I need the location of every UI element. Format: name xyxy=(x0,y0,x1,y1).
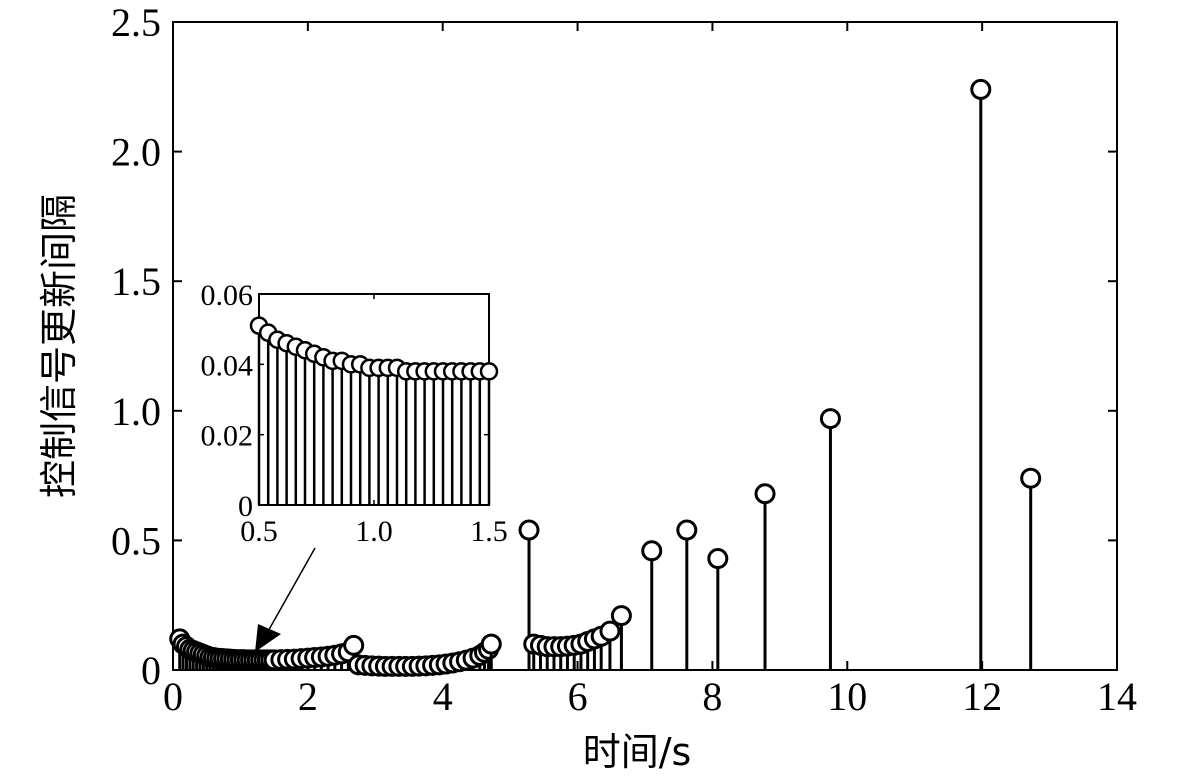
stem-marker xyxy=(610,605,632,627)
inset-y-tick-label: 0.02 xyxy=(201,420,254,453)
stem-marker xyxy=(707,548,729,570)
y-tick-label: 1.0 xyxy=(111,389,161,434)
stem-marker xyxy=(1020,467,1042,489)
x-tick-label: 2 xyxy=(298,674,318,719)
stem-marker xyxy=(599,620,621,642)
y-tick-label: 2.5 xyxy=(111,0,161,45)
stem-marker xyxy=(676,519,698,541)
x-tick-label: 0 xyxy=(163,674,183,719)
y-tick-label: 1.5 xyxy=(111,259,161,304)
inset-y-tick-label: 0 xyxy=(238,490,253,523)
stem-marker xyxy=(480,633,502,655)
inset-stem-marker xyxy=(479,362,499,381)
stem-marker xyxy=(970,78,992,100)
zoom-arrow-line xyxy=(261,547,316,643)
inset-x-tick-label: 0.5 xyxy=(240,515,278,548)
x-tick-label: 8 xyxy=(702,674,722,719)
y-tick-label: 0.5 xyxy=(111,518,161,563)
x-tick-label: 4 xyxy=(433,674,453,719)
zoom-arrow-head xyxy=(255,624,281,652)
inset-x-tick-label: 1.0 xyxy=(355,515,393,548)
stem-marker xyxy=(754,483,776,505)
x-axis-label: 时间/s xyxy=(583,730,692,774)
stem-marker xyxy=(641,540,663,562)
x-tick-label: 6 xyxy=(568,674,588,719)
inset-frame xyxy=(258,293,490,506)
inset-y-tick-label: 0.06 xyxy=(201,279,254,312)
x-tick-label: 14 xyxy=(1097,674,1137,719)
y-axis-label: 控制信号更新间隔 xyxy=(37,194,81,498)
y-tick-label: 0 xyxy=(141,648,161,693)
plot-frame xyxy=(172,21,1118,671)
stem-marker xyxy=(518,519,540,541)
inset-x-tick-label: 1.5 xyxy=(470,515,508,548)
inset-y-tick-label: 0.04 xyxy=(201,349,254,382)
x-tick-label: 10 xyxy=(827,674,867,719)
x-tick-label: 12 xyxy=(962,674,1002,719)
y-tick-label: 2.0 xyxy=(111,130,161,175)
stem-marker xyxy=(343,634,365,656)
stem-marker xyxy=(819,408,841,430)
